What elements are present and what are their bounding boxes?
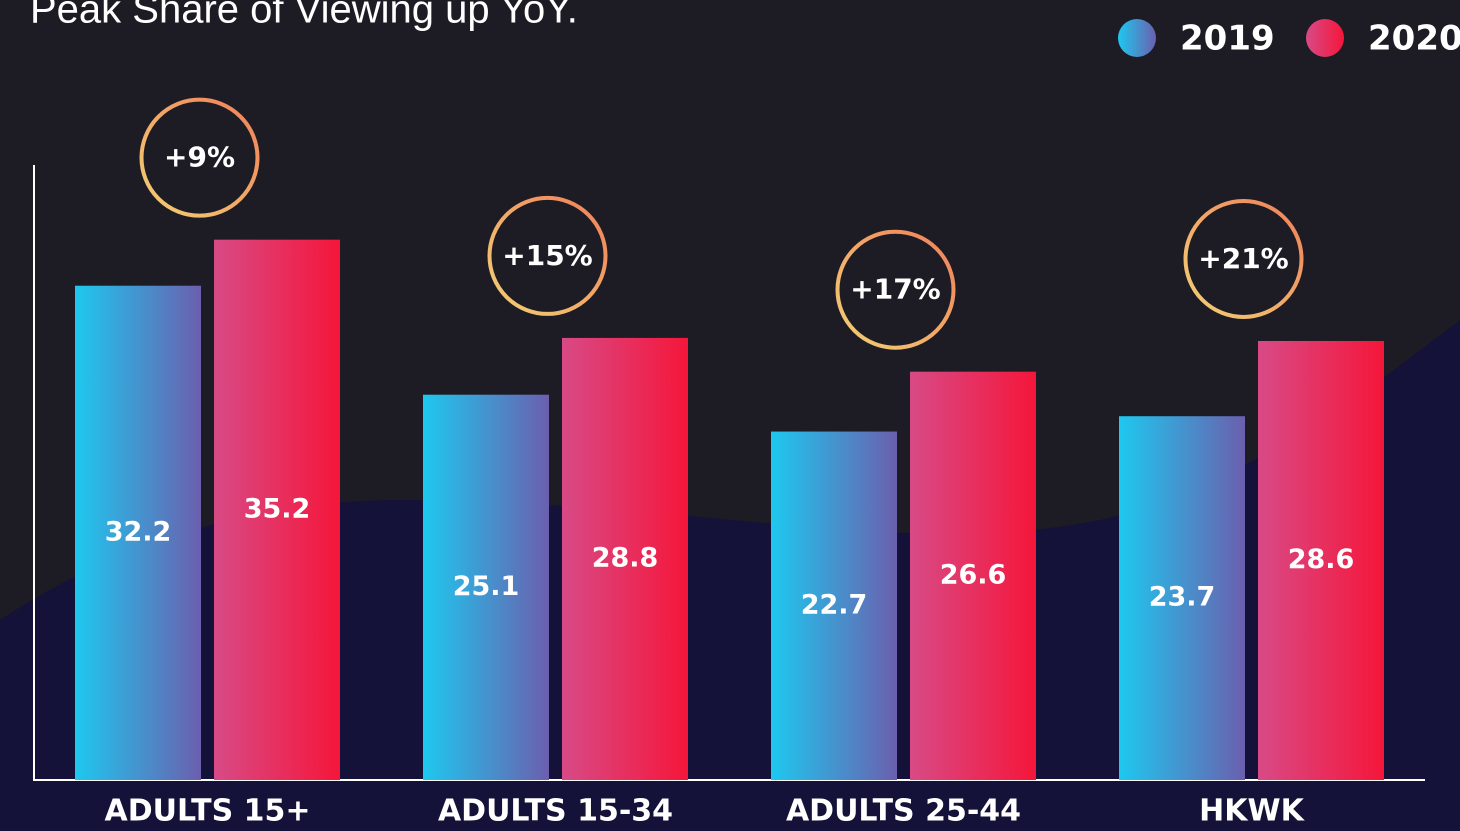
x-tick-label: ADULTS 25-44 [786, 794, 1021, 829]
annotation-ring [1183, 198, 1304, 319]
x-tick-label: ADULTS 15-34 [438, 794, 673, 829]
chart-title: Peak Share of Viewing up YoY. [30, 0, 578, 32]
annotation: +17% [850, 273, 940, 306]
value-label: 28.6 [1288, 544, 1355, 575]
annotation: +9% [164, 141, 235, 174]
value-label: 25.1 [453, 571, 520, 602]
value-label: 28.8 [592, 542, 659, 573]
value-label: 23.7 [1149, 582, 1216, 613]
value-label: 26.6 [940, 559, 1007, 590]
annotation-ring [487, 195, 608, 316]
bar [423, 394, 549, 780]
legend-label: 2020 [1368, 19, 1460, 59]
bar [1119, 416, 1245, 780]
bar [562, 337, 688, 780]
bar [1258, 340, 1384, 780]
x-tick-label: ADULTS 15+ [104, 794, 310, 829]
legend-swatch [1118, 19, 1156, 57]
bar [214, 239, 340, 780]
bar [75, 285, 201, 780]
bar [771, 431, 897, 780]
bar [910, 371, 1036, 780]
annotation-ring [139, 97, 260, 218]
value-label: 22.7 [801, 589, 868, 620]
x-tick-label: HKWK [1199, 794, 1305, 829]
annotation: +21% [1198, 242, 1288, 275]
annotation: +15% [502, 239, 592, 272]
value-label: 32.2 [105, 516, 172, 547]
legend-swatch [1306, 19, 1344, 57]
legend-label: 2019 [1180, 19, 1275, 59]
wave [0, 320, 1460, 831]
value-label: 35.2 [244, 493, 311, 524]
annotation-ring [835, 229, 956, 350]
